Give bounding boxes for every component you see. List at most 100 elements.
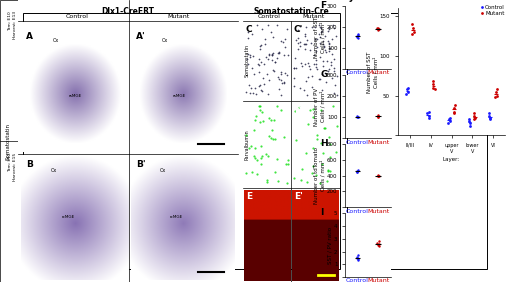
Point: [266, 136, 274, 141]
Point: [268, 128, 276, 133]
Point: [317, 141, 325, 146]
Point: [254, 83, 262, 88]
Point: [324, 41, 332, 46]
Point: [257, 154, 265, 159]
Y-axis label: Number of tdTomato
Cells / mm²: Number of tdTomato Cells / mm²: [314, 147, 325, 204]
Point: [280, 135, 288, 140]
Point: [353, 257, 361, 261]
Point: [402, 92, 410, 96]
Point: [278, 40, 286, 44]
Point: [274, 86, 282, 91]
Point: [424, 116, 432, 120]
Point: [308, 146, 317, 150]
Point: [264, 57, 272, 61]
Point: [469, 111, 477, 115]
Point: [258, 27, 266, 31]
Text: C': C': [293, 25, 303, 34]
Text: Cx: Cx: [50, 168, 56, 173]
Point: [445, 116, 453, 120]
Point: [353, 253, 361, 258]
Point: [373, 28, 381, 32]
Text: Mutant: Mutant: [302, 14, 324, 19]
Text: Control: Control: [66, 14, 89, 19]
Point: [323, 29, 331, 34]
Point: [374, 27, 382, 31]
Point: [271, 60, 279, 64]
Point: [296, 23, 304, 28]
Point: [373, 173, 381, 178]
Point: [256, 47, 264, 52]
Point: [449, 111, 457, 115]
Text: Harvest: E13: Harvest: E13: [13, 11, 17, 39]
Point: [315, 35, 323, 39]
Point: [300, 32, 308, 36]
Point: [300, 62, 308, 67]
Point: [273, 104, 281, 109]
Point: [316, 25, 324, 29]
Point: [374, 244, 382, 249]
Text: tdTomato: tdTomato: [244, 224, 249, 247]
Point: [290, 65, 298, 70]
Point: [429, 79, 437, 84]
Point: [374, 174, 382, 178]
Point: [265, 78, 273, 83]
Point: [250, 86, 258, 91]
Point: [256, 120, 264, 125]
Point: [484, 113, 492, 118]
Point: [255, 82, 263, 87]
Point: [326, 63, 334, 68]
Point: [325, 45, 333, 50]
Text: Control: Control: [257, 14, 280, 19]
Point: [352, 114, 360, 119]
Point: [422, 111, 430, 115]
Point: [282, 27, 290, 31]
Y-axis label: Number of PV
Cells / mm²: Number of PV Cells / mm²: [314, 87, 325, 125]
Point: [311, 64, 319, 69]
Text: J: J: [349, 0, 352, 2]
Text: D': D': [293, 106, 303, 115]
Point: [331, 34, 339, 38]
Point: [374, 27, 382, 32]
Point: [312, 58, 320, 62]
Point: [469, 113, 477, 118]
Point: [428, 85, 436, 90]
Point: [352, 169, 360, 174]
Point: [274, 50, 282, 55]
Point: [306, 41, 315, 46]
Text: A': A': [135, 32, 145, 41]
Point: [251, 117, 259, 122]
Point: [305, 107, 313, 112]
Point: [268, 58, 276, 62]
Point: [263, 72, 271, 77]
Point: [257, 42, 265, 47]
Point: [308, 114, 317, 119]
Point: [312, 67, 320, 72]
Point: [266, 118, 274, 122]
Point: [301, 41, 309, 46]
Point: [276, 72, 284, 77]
Point: [243, 51, 251, 56]
Point: [352, 35, 360, 39]
Text: Somatostatin: Somatostatin: [244, 44, 249, 77]
Point: [253, 171, 261, 176]
Point: [245, 83, 253, 88]
Point: [261, 55, 269, 60]
Point: [329, 25, 337, 30]
Text: H: H: [320, 139, 327, 148]
Point: [324, 25, 332, 30]
Text: Somatostatin: Somatostatin: [6, 122, 11, 160]
Point: [293, 47, 301, 51]
Point: [492, 93, 500, 98]
Text: E: E: [245, 192, 251, 201]
Point: [290, 108, 298, 113]
Point: [292, 38, 300, 42]
Point: [291, 138, 299, 142]
Point: [444, 117, 452, 122]
Point: [277, 93, 285, 98]
Point: [312, 37, 320, 41]
Point: [251, 92, 259, 97]
Point: [464, 119, 472, 123]
Point: [324, 168, 332, 172]
Text: Tam: E10: Tam: E10: [8, 11, 12, 31]
Point: [327, 52, 335, 56]
